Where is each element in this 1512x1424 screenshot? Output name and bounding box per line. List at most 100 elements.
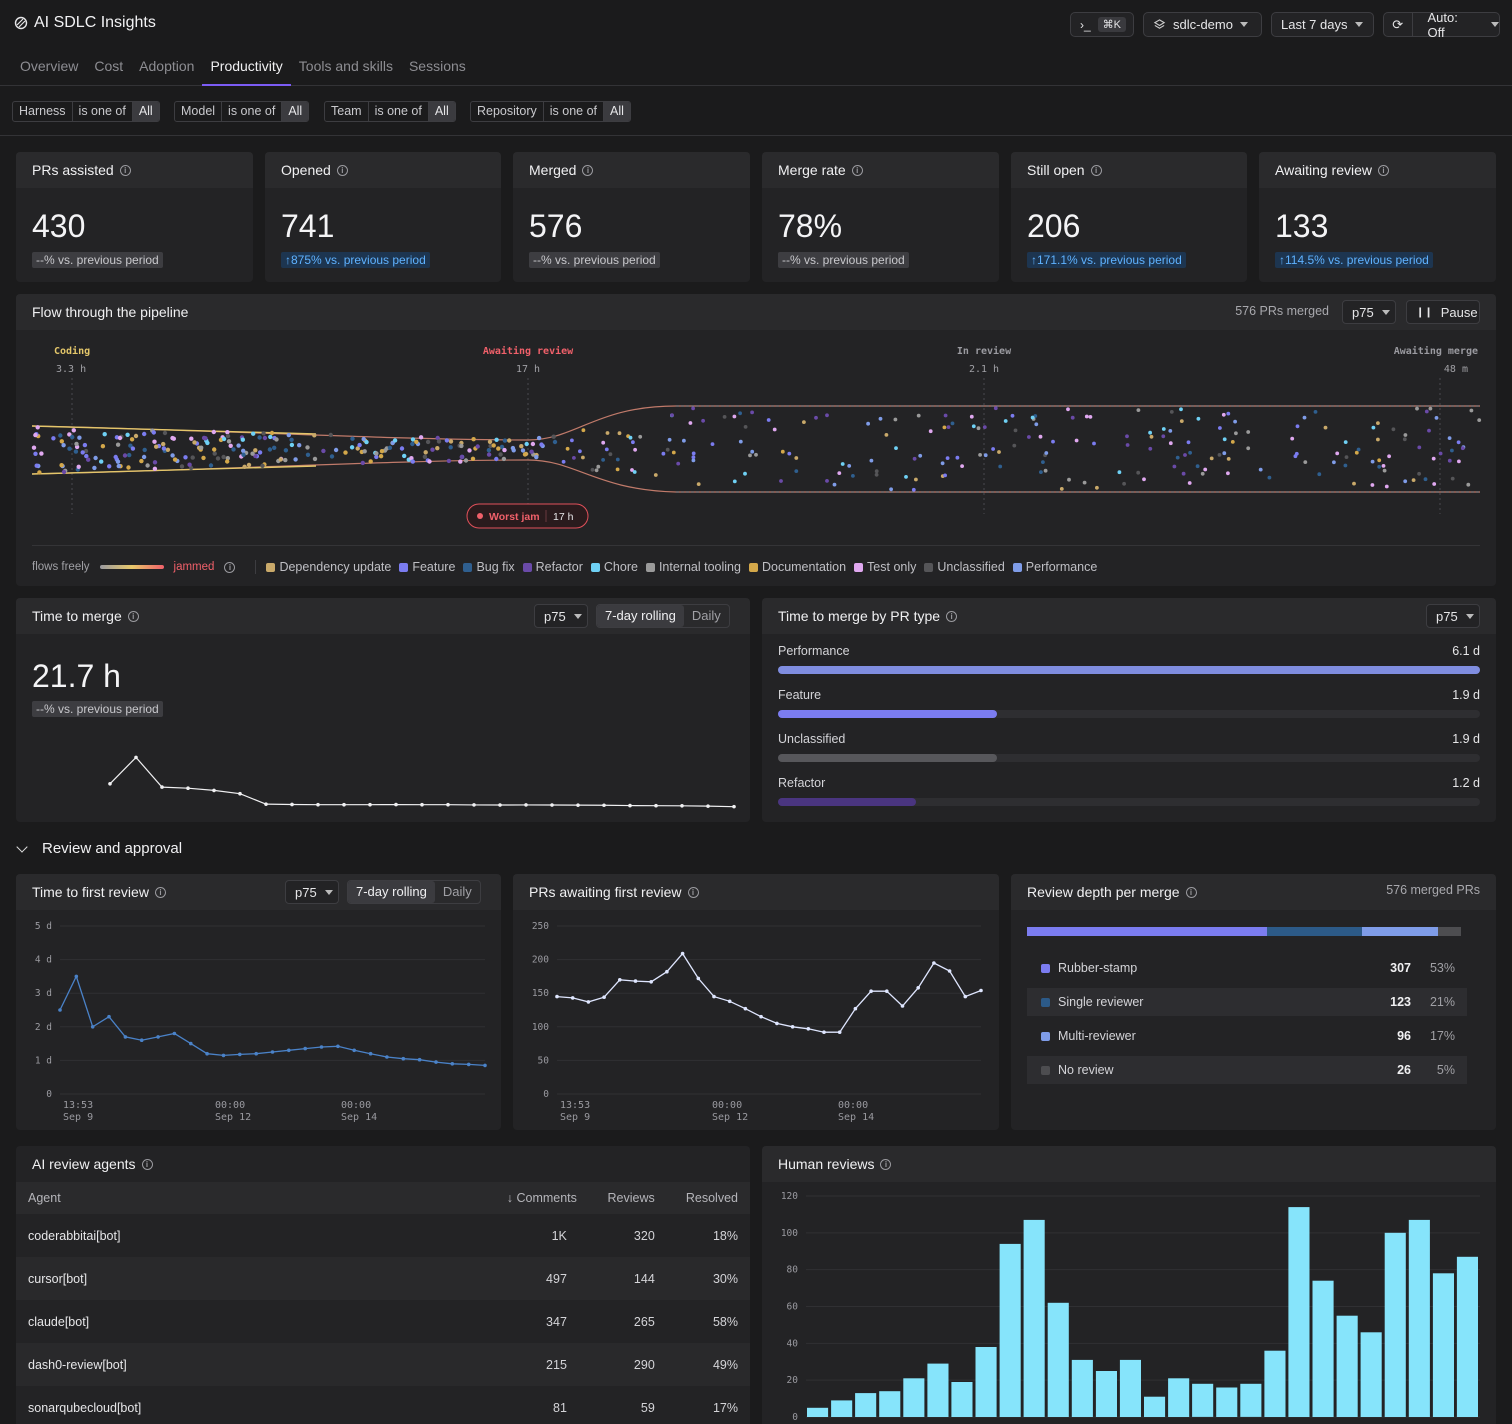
human-review-bar[interactable]: [807, 1407, 829, 1417]
filter-harness[interactable]: Harness is one of All: [12, 101, 160, 122]
legend-item[interactable]: Dependency update: [266, 560, 391, 574]
tab-cost[interactable]: Cost: [94, 58, 124, 74]
table-row[interactable]: dash0-review[bot] 215 290 49%: [16, 1343, 750, 1386]
human-review-bar[interactable]: [975, 1347, 997, 1417]
legend-item[interactable]: Chore: [590, 560, 638, 574]
human-review-bar[interactable]: [999, 1243, 1021, 1417]
mode-daily[interactable]: Daily: [442, 884, 472, 899]
tab-adoption[interactable]: Adoption: [139, 58, 195, 74]
tab-sessions[interactable]: Sessions: [408, 58, 466, 74]
legend-item[interactable]: Documentation: [748, 560, 846, 574]
human-review-bar[interactable]: [1240, 1383, 1262, 1417]
human-review-bar[interactable]: [1071, 1359, 1093, 1417]
human-review-bar[interactable]: [1192, 1383, 1214, 1417]
time-range-select[interactable]: Last 7 days: [1271, 12, 1374, 37]
legend-item[interactable]: Test only: [854, 560, 916, 574]
human-review-bar[interactable]: [1408, 1219, 1430, 1417]
table-row[interactable]: sonarqubecloud[bot] 81 59 17%: [16, 1386, 750, 1424]
human-review-bar[interactable]: [1023, 1219, 1045, 1417]
pr-particle: [594, 468, 599, 473]
review-depth-row[interactable]: Multi-reviewer 96 17%: [1027, 1022, 1467, 1050]
human-review-bar[interactable]: [951, 1382, 973, 1417]
human-review-bar[interactable]: [1384, 1232, 1406, 1417]
stack-segment[interactable]: [1438, 927, 1461, 936]
human-review-bar[interactable]: [831, 1400, 853, 1417]
pr-particle: [1469, 408, 1474, 413]
human-review-bar[interactable]: [1144, 1396, 1166, 1417]
table-row[interactable]: cursor[bot] 497 144 30%: [16, 1257, 750, 1300]
stack-segment[interactable]: [1027, 927, 1267, 936]
command-palette-button[interactable]: ›_ ⌘K: [1070, 12, 1134, 37]
info-icon[interactable]: i: [336, 164, 348, 176]
human-review-bar[interactable]: [1119, 1359, 1141, 1417]
pause-button[interactable]: ❙❙ Pause: [1406, 300, 1480, 324]
section-review-approval[interactable]: Review and approval: [16, 840, 182, 857]
col-comments[interactable]: ↓ Comments: [486, 1182, 589, 1214]
human-review-bar[interactable]: [1264, 1350, 1286, 1417]
human-review-bar[interactable]: [927, 1363, 949, 1417]
info-icon[interactable]: i: [851, 164, 863, 176]
human-review-bar[interactable]: [1288, 1207, 1310, 1417]
info-icon[interactable]: i: [880, 1158, 892, 1170]
mode-daily[interactable]: Daily: [691, 608, 721, 623]
tab-tools-and-skills[interactable]: Tools and skills: [298, 58, 393, 74]
human-review-bar[interactable]: [1168, 1378, 1190, 1417]
mode-rolling[interactable]: 7-day rolling: [597, 605, 684, 627]
human-review-bar[interactable]: [1312, 1280, 1334, 1417]
human-review-bar[interactable]: [1456, 1256, 1478, 1417]
type-bar-row[interactable]: Refactor 1.2 d: [778, 776, 1480, 806]
stack-segment[interactable]: [1361, 927, 1439, 936]
tab-productivity[interactable]: Productivity: [202, 58, 292, 86]
review-depth-row[interactable]: No review 26 5%: [1027, 1056, 1467, 1084]
human-review-bar[interactable]: [1360, 1332, 1382, 1417]
auto-refresh-control[interactable]: ⟳ Auto: Off: [1383, 10, 1500, 40]
col-agent[interactable]: Agent: [16, 1182, 486, 1214]
human-review-bar[interactable]: [1047, 1302, 1069, 1417]
legend-item[interactable]: Internal tooling: [645, 560, 741, 574]
filter-team[interactable]: Team is one of All: [324, 101, 456, 122]
info-icon[interactable]: i: [1090, 164, 1102, 176]
human-review-bar[interactable]: [1095, 1371, 1117, 1417]
pipeline-percentile-select[interactable]: p75: [1342, 300, 1396, 324]
filter-model[interactable]: Model is one of All: [174, 101, 310, 122]
info-icon[interactable]: i: [1378, 164, 1390, 176]
tfr-percentile-select[interactable]: p75: [285, 880, 339, 904]
type-bar-row[interactable]: Performance 6.1 d: [778, 644, 1480, 674]
info-icon[interactable]: i: [687, 886, 699, 898]
info-icon[interactable]: i: [154, 886, 166, 898]
human-review-bar[interactable]: [855, 1393, 877, 1417]
col-reviews[interactable]: Reviews: [588, 1182, 667, 1214]
filter-repository[interactable]: Repository is one of All: [470, 101, 631, 122]
human-review-bar[interactable]: [1216, 1387, 1238, 1418]
stack-segment[interactable]: [1266, 927, 1362, 936]
legend-item[interactable]: Bug fix: [463, 560, 515, 574]
review-depth-row[interactable]: Single reviewer 123 21%: [1027, 988, 1467, 1016]
review-depth-row[interactable]: Rubber-stamp 307 53%: [1027, 954, 1467, 982]
human-review-bar[interactable]: [1432, 1273, 1454, 1417]
type-bar-row[interactable]: Feature 1.9 d: [778, 688, 1480, 718]
human-review-bar[interactable]: [1336, 1315, 1358, 1417]
table-row[interactable]: coderabbitai[bot] 1K 320 18%: [16, 1214, 750, 1257]
type-percentile-select[interactable]: p75: [1426, 604, 1480, 628]
human-review-bar[interactable]: [903, 1378, 925, 1417]
info-icon[interactable]: i: [127, 610, 139, 622]
info-icon[interactable]: i: [1185, 886, 1197, 898]
legend-item[interactable]: Performance: [1012, 560, 1097, 574]
col-resolved[interactable]: Resolved: [666, 1182, 750, 1214]
legend-item[interactable]: Unclassified: [924, 560, 1005, 574]
info-icon[interactable]: i: [141, 1158, 153, 1170]
table-row[interactable]: claude[bot] 347 265 58%: [16, 1300, 750, 1343]
info-icon[interactable]: i: [946, 610, 958, 622]
refresh-icon[interactable]: ⟳: [1384, 13, 1413, 36]
type-bar-row[interactable]: Unclassified 1.9 d: [778, 732, 1480, 762]
human-review-bar[interactable]: [879, 1391, 901, 1417]
info-icon[interactable]: i: [582, 164, 594, 176]
tab-overview[interactable]: Overview: [20, 58, 79, 74]
ttm-percentile-select[interactable]: p75: [534, 604, 588, 628]
info-icon[interactable]: i: [224, 561, 236, 573]
legend-item[interactable]: Refactor: [522, 560, 583, 574]
workspace-select[interactable]: sdlc-demo: [1143, 12, 1262, 37]
info-icon[interactable]: i: [119, 164, 131, 176]
legend-item[interactable]: Feature: [399, 560, 455, 574]
mode-rolling[interactable]: 7-day rolling: [348, 881, 435, 903]
